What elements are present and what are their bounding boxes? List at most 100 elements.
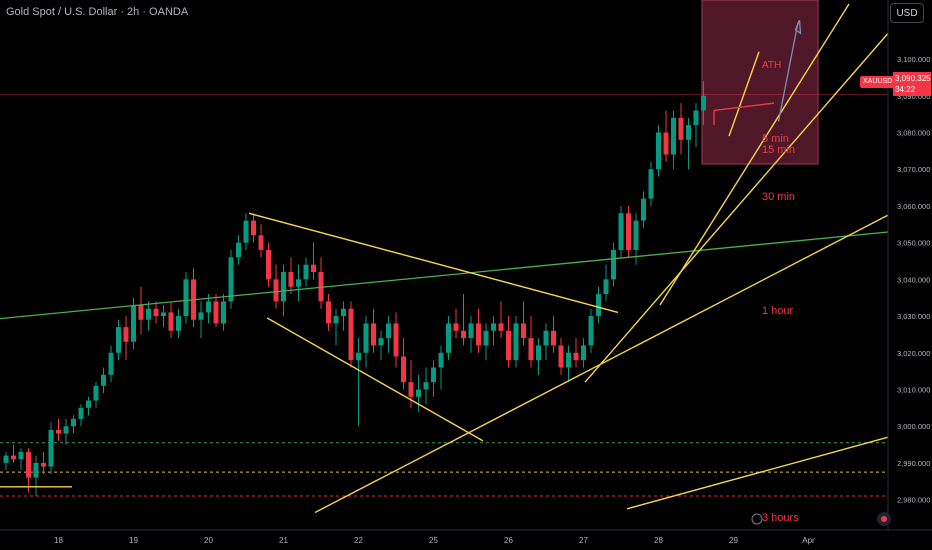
candle-body [573, 352, 579, 361]
candle-body [521, 323, 526, 339]
y-tick-label: 3,010.000 [897, 386, 930, 395]
y-tick-label: 2,990.000 [897, 459, 930, 468]
y-tick-label: 3,090.000 [897, 92, 930, 101]
candle-body [551, 330, 556, 346]
candle-body [491, 323, 496, 331]
candle-body [356, 352, 361, 361]
y-tick-label: 3,040.000 [897, 275, 930, 284]
pattern-lower-line [266, 317, 484, 442]
x-tick-label: 27 [579, 536, 588, 545]
x-tick-label: 20 [204, 536, 213, 545]
candle-body [273, 279, 279, 302]
candle-body [431, 367, 436, 383]
candle-body [438, 352, 444, 368]
candle-body [326, 301, 331, 324]
candle-body [416, 389, 421, 397]
candle-body [596, 294, 601, 317]
candle-body [626, 213, 631, 250]
y-tick-label: 3,030.000 [897, 312, 930, 321]
time-axis-panel [0, 530, 932, 550]
candle-body [483, 330, 489, 346]
x-tick-label: 21 [279, 536, 288, 545]
candle-body [3, 455, 9, 463]
trendline-15-min [659, 3, 850, 306]
y-tick-label: 3,000.000 [897, 422, 930, 431]
candle-body [528, 338, 534, 361]
projection-arrow-line [777, 22, 799, 122]
candle-body [386, 323, 391, 339]
symbol-tag: XAUUSD [860, 76, 896, 88]
y-tick-label: 2,980.000 [897, 496, 930, 505]
candle-body [11, 455, 16, 460]
candle-body [26, 451, 31, 478]
y-tick-label: 3,060.000 [897, 202, 930, 211]
candle-body [101, 374, 106, 386]
candle-body [311, 264, 316, 273]
green-trendline [0, 231, 889, 320]
label-30-min: 30 min [762, 191, 795, 203]
candle-body [678, 117, 684, 140]
candle-body [611, 249, 616, 280]
candle-body [401, 356, 406, 383]
candle-body [423, 382, 429, 390]
candle-body [93, 385, 99, 401]
y-tick-label: 3,070.000 [897, 165, 930, 174]
candle-body [281, 272, 286, 302]
candle-body [41, 462, 46, 467]
candle-body [86, 400, 91, 408]
candle-body [348, 308, 354, 361]
candle-body [333, 316, 339, 324]
candle-body [446, 323, 451, 353]
candle-body [228, 257, 234, 302]
candle-body [543, 330, 549, 346]
x-tick-label: Apr [802, 536, 815, 545]
candle-body [221, 301, 226, 324]
x-tick-label: 28 [654, 536, 663, 545]
candle-body [498, 323, 504, 331]
candle-body [603, 279, 609, 295]
candle-body [56, 429, 61, 434]
label-15-min: 15 min [762, 144, 795, 156]
x-tick-label: 18 [54, 536, 63, 545]
candle-body [63, 426, 69, 434]
candle-body [581, 345, 586, 361]
bar-countdown: 34:22 [895, 85, 916, 94]
candle-body [468, 323, 474, 339]
candle-body [206, 301, 211, 313]
currency-button[interactable]: USD [890, 3, 924, 23]
candle-body [371, 323, 376, 346]
trendline-30-min [584, 32, 889, 383]
candle-body [393, 323, 399, 357]
candle-body [633, 220, 639, 250]
candle-body [138, 305, 144, 320]
candle-body [176, 316, 181, 331]
candle-body [536, 345, 541, 361]
candle-body [671, 117, 676, 155]
trendline-3-hours [626, 436, 889, 510]
candle-body [618, 213, 624, 250]
candle-body [408, 382, 414, 397]
y-tick-label: 3,020.000 [897, 349, 930, 358]
candle-body [656, 132, 661, 170]
y-tick-label: 3,100.000 [897, 55, 930, 64]
candle-body [198, 312, 204, 320]
label-1-hour: 1 hour [762, 305, 794, 317]
projection-arrow-head [794, 19, 802, 35]
candle-body [663, 132, 669, 155]
x-tick-label: 29 [729, 536, 738, 545]
pattern-upper-line [248, 212, 619, 314]
candle-body [18, 451, 24, 460]
candle-body [108, 352, 114, 375]
x-tick-label: 19 [129, 536, 138, 545]
trendline-5-min [728, 51, 760, 137]
candle-body [161, 312, 166, 317]
candle-body [236, 242, 241, 258]
candle-body [71, 418, 76, 427]
ath-label: ATH [762, 60, 781, 71]
x-tick-label: 22 [354, 536, 363, 545]
candle-body [243, 220, 249, 243]
candle-body [641, 198, 646, 221]
candle-body [378, 338, 384, 346]
candle-body [266, 249, 271, 280]
